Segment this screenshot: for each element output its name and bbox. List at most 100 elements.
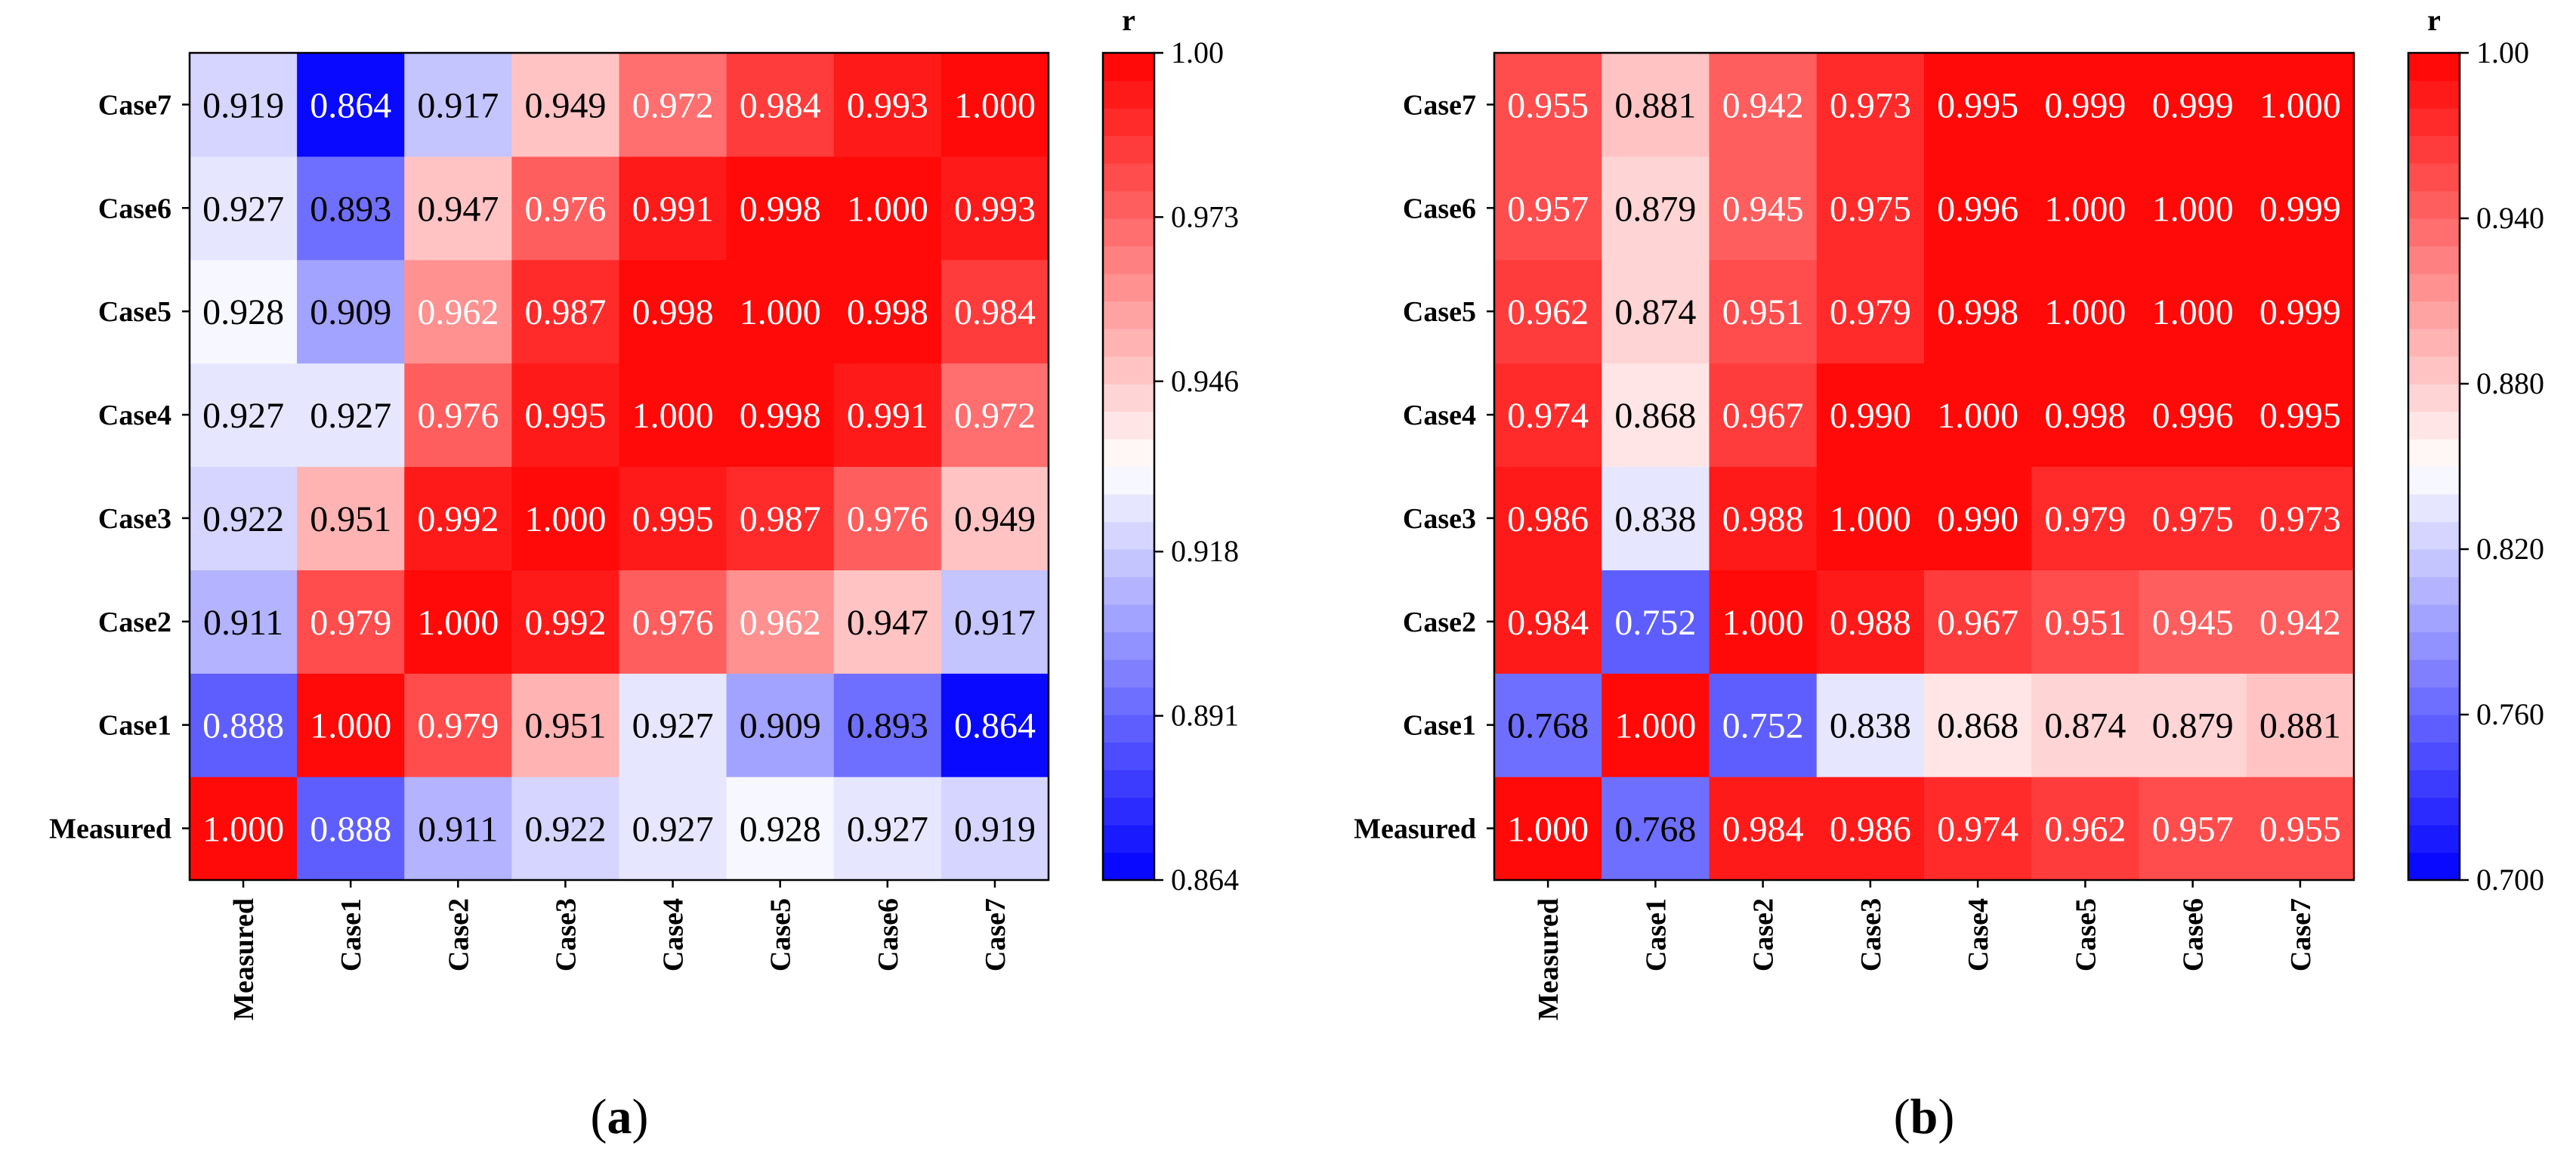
heatmap-cell [1816, 259, 1925, 364]
heatmap-cell [941, 53, 1049, 157]
cell-value-label: 1.000 [1722, 603, 1804, 643]
colorbar-band [2408, 852, 2460, 881]
colorbar-band [1103, 245, 1154, 274]
colorbar-band [1103, 770, 1154, 798]
colorbar-band [1103, 53, 1154, 82]
colorbar-band [1103, 384, 1154, 412]
heatmap-panel-b: 1.000 0.768 0.984 0.986 0.974 0.962 0.957 0.955… [1354, 3, 2544, 1144]
cell-value-label: 0.976 [524, 189, 606, 229]
colorbar-tick-label: 0.864 [1171, 863, 1239, 897]
heatmap-cell [2139, 363, 2247, 468]
cell-value-label: 0.995 [2259, 396, 2341, 436]
heatmap-cell [404, 156, 512, 261]
y-tick-label: Case2 [98, 607, 171, 638]
heatmap-cell [619, 777, 727, 881]
colorbar-tick-label: 0.891 [1171, 699, 1239, 733]
colorbar-tick-label: 0.918 [1171, 534, 1239, 568]
heatmap-cell [511, 777, 620, 881]
heatmap-cell [404, 777, 512, 881]
colorbar-band [1103, 742, 1154, 770]
cell-value-label: 0.951 [2044, 603, 2126, 643]
cell-value-label: 0.984 [1507, 603, 1589, 643]
y-tick-label: Case5 [98, 296, 171, 328]
y-tick-label: Case5 [1403, 296, 1476, 328]
y-tick-label: Measured [49, 814, 171, 845]
cell-value-label: 1.000 [847, 189, 928, 229]
heatmap-cell [1494, 673, 1602, 777]
cell-value-label: 0.928 [202, 292, 284, 332]
x-tick-label: Case3 [550, 898, 582, 971]
colorbar-band [1103, 273, 1154, 302]
heatmap-cell [1816, 466, 1925, 570]
cell-value-label: 0.957 [2152, 810, 2234, 850]
colorbar-band [1103, 659, 1154, 688]
cell-value-label: 0.972 [954, 396, 1036, 436]
colorbar-tick-label: 0.973 [1171, 199, 1239, 233]
cell-value-label: 0.888 [202, 706, 284, 746]
cell-value-label: 0.996 [2152, 396, 2234, 436]
colorbar-band [2408, 329, 2460, 357]
heatmap-cell [1924, 466, 2032, 570]
heatmap-cell [2246, 777, 2355, 881]
cell-value-label: 0.990 [1830, 396, 1911, 436]
heatmap-panel-a: 1.000 0.888 0.911 0.922 0.927 0.928 0.927 0.919… [49, 3, 1239, 1144]
cell-value-label: 0.998 [2044, 396, 2126, 436]
colorbar-band [2408, 631, 2460, 660]
colorbar-band [2408, 108, 2460, 137]
heatmap-cell [2031, 777, 2140, 881]
heatmap-cell [511, 363, 620, 468]
heatmap-cell [511, 673, 620, 777]
cell-value-label: 0.996 [1937, 189, 2018, 229]
cell-value-label: 0.992 [524, 603, 606, 643]
heatmap-cell [941, 570, 1049, 674]
heatmap-cell [2139, 777, 2247, 881]
heatmap-cell [941, 466, 1049, 570]
heatmap-cell [2139, 673, 2247, 777]
heatmap-cell [2246, 673, 2355, 777]
heatmap-cell [190, 570, 298, 674]
cell-value-label: 0.984 [740, 85, 821, 125]
cell-value-label: 0.986 [1507, 499, 1589, 539]
heatmap-cell [1709, 673, 1818, 777]
colorbar-band [2408, 384, 2460, 412]
cell-value-label: 1.000 [2044, 189, 2126, 229]
x-tick-label: Case4 [658, 898, 690, 971]
heatmap-cell [1816, 673, 1925, 777]
cell-value-label: 1.000 [202, 810, 284, 850]
cell-value-label: 0.881 [2259, 706, 2341, 746]
y-tick-label: Case2 [1403, 607, 1476, 638]
heatmap-cell [1602, 673, 1710, 777]
colorbar-band [1103, 301, 1154, 329]
cell-value-label: 0.979 [417, 706, 499, 746]
cell-value-label: 0.927 [847, 810, 928, 850]
heatmap-cell [1602, 53, 1710, 157]
heatmap-cell [190, 363, 298, 468]
cell-value-label: 0.919 [202, 85, 284, 125]
colorbar-band [2408, 549, 2460, 578]
cell-value-label: 0.976 [632, 603, 714, 643]
cell-value-label: 0.984 [954, 292, 1036, 332]
cell-value-label: 0.868 [1614, 396, 1696, 436]
colorbar-band [2408, 604, 2460, 633]
heatmap-cell [2031, 53, 2140, 157]
cell-value-label: 0.974 [1937, 810, 2018, 850]
heatmap-cell [1924, 259, 2032, 364]
cell-value-label: 0.947 [417, 189, 499, 229]
cell-value-label: 0.927 [202, 189, 284, 229]
heatmap-cell [1494, 466, 1602, 570]
cell-value-label: 0.998 [1937, 292, 2018, 332]
y-tick-label: Case6 [1403, 193, 1476, 224]
cell-value-label: 0.991 [632, 189, 714, 229]
heatmap-cell [2139, 570, 2247, 674]
heatmap-cell [190, 777, 298, 881]
cell-value-label: 0.881 [1614, 85, 1696, 125]
heatmap-cell [1709, 156, 1818, 261]
cell-value-label: 1.000 [2259, 85, 2341, 125]
heatmap-cell [619, 156, 727, 261]
heatmap-cell [511, 466, 620, 570]
x-tick-label: Measured [228, 898, 260, 1021]
heatmap-cell [1494, 259, 1602, 364]
colorbar-band [2408, 356, 2460, 384]
colorbar-band [1103, 439, 1154, 468]
cell-value-label: 1.000 [1830, 499, 1911, 539]
